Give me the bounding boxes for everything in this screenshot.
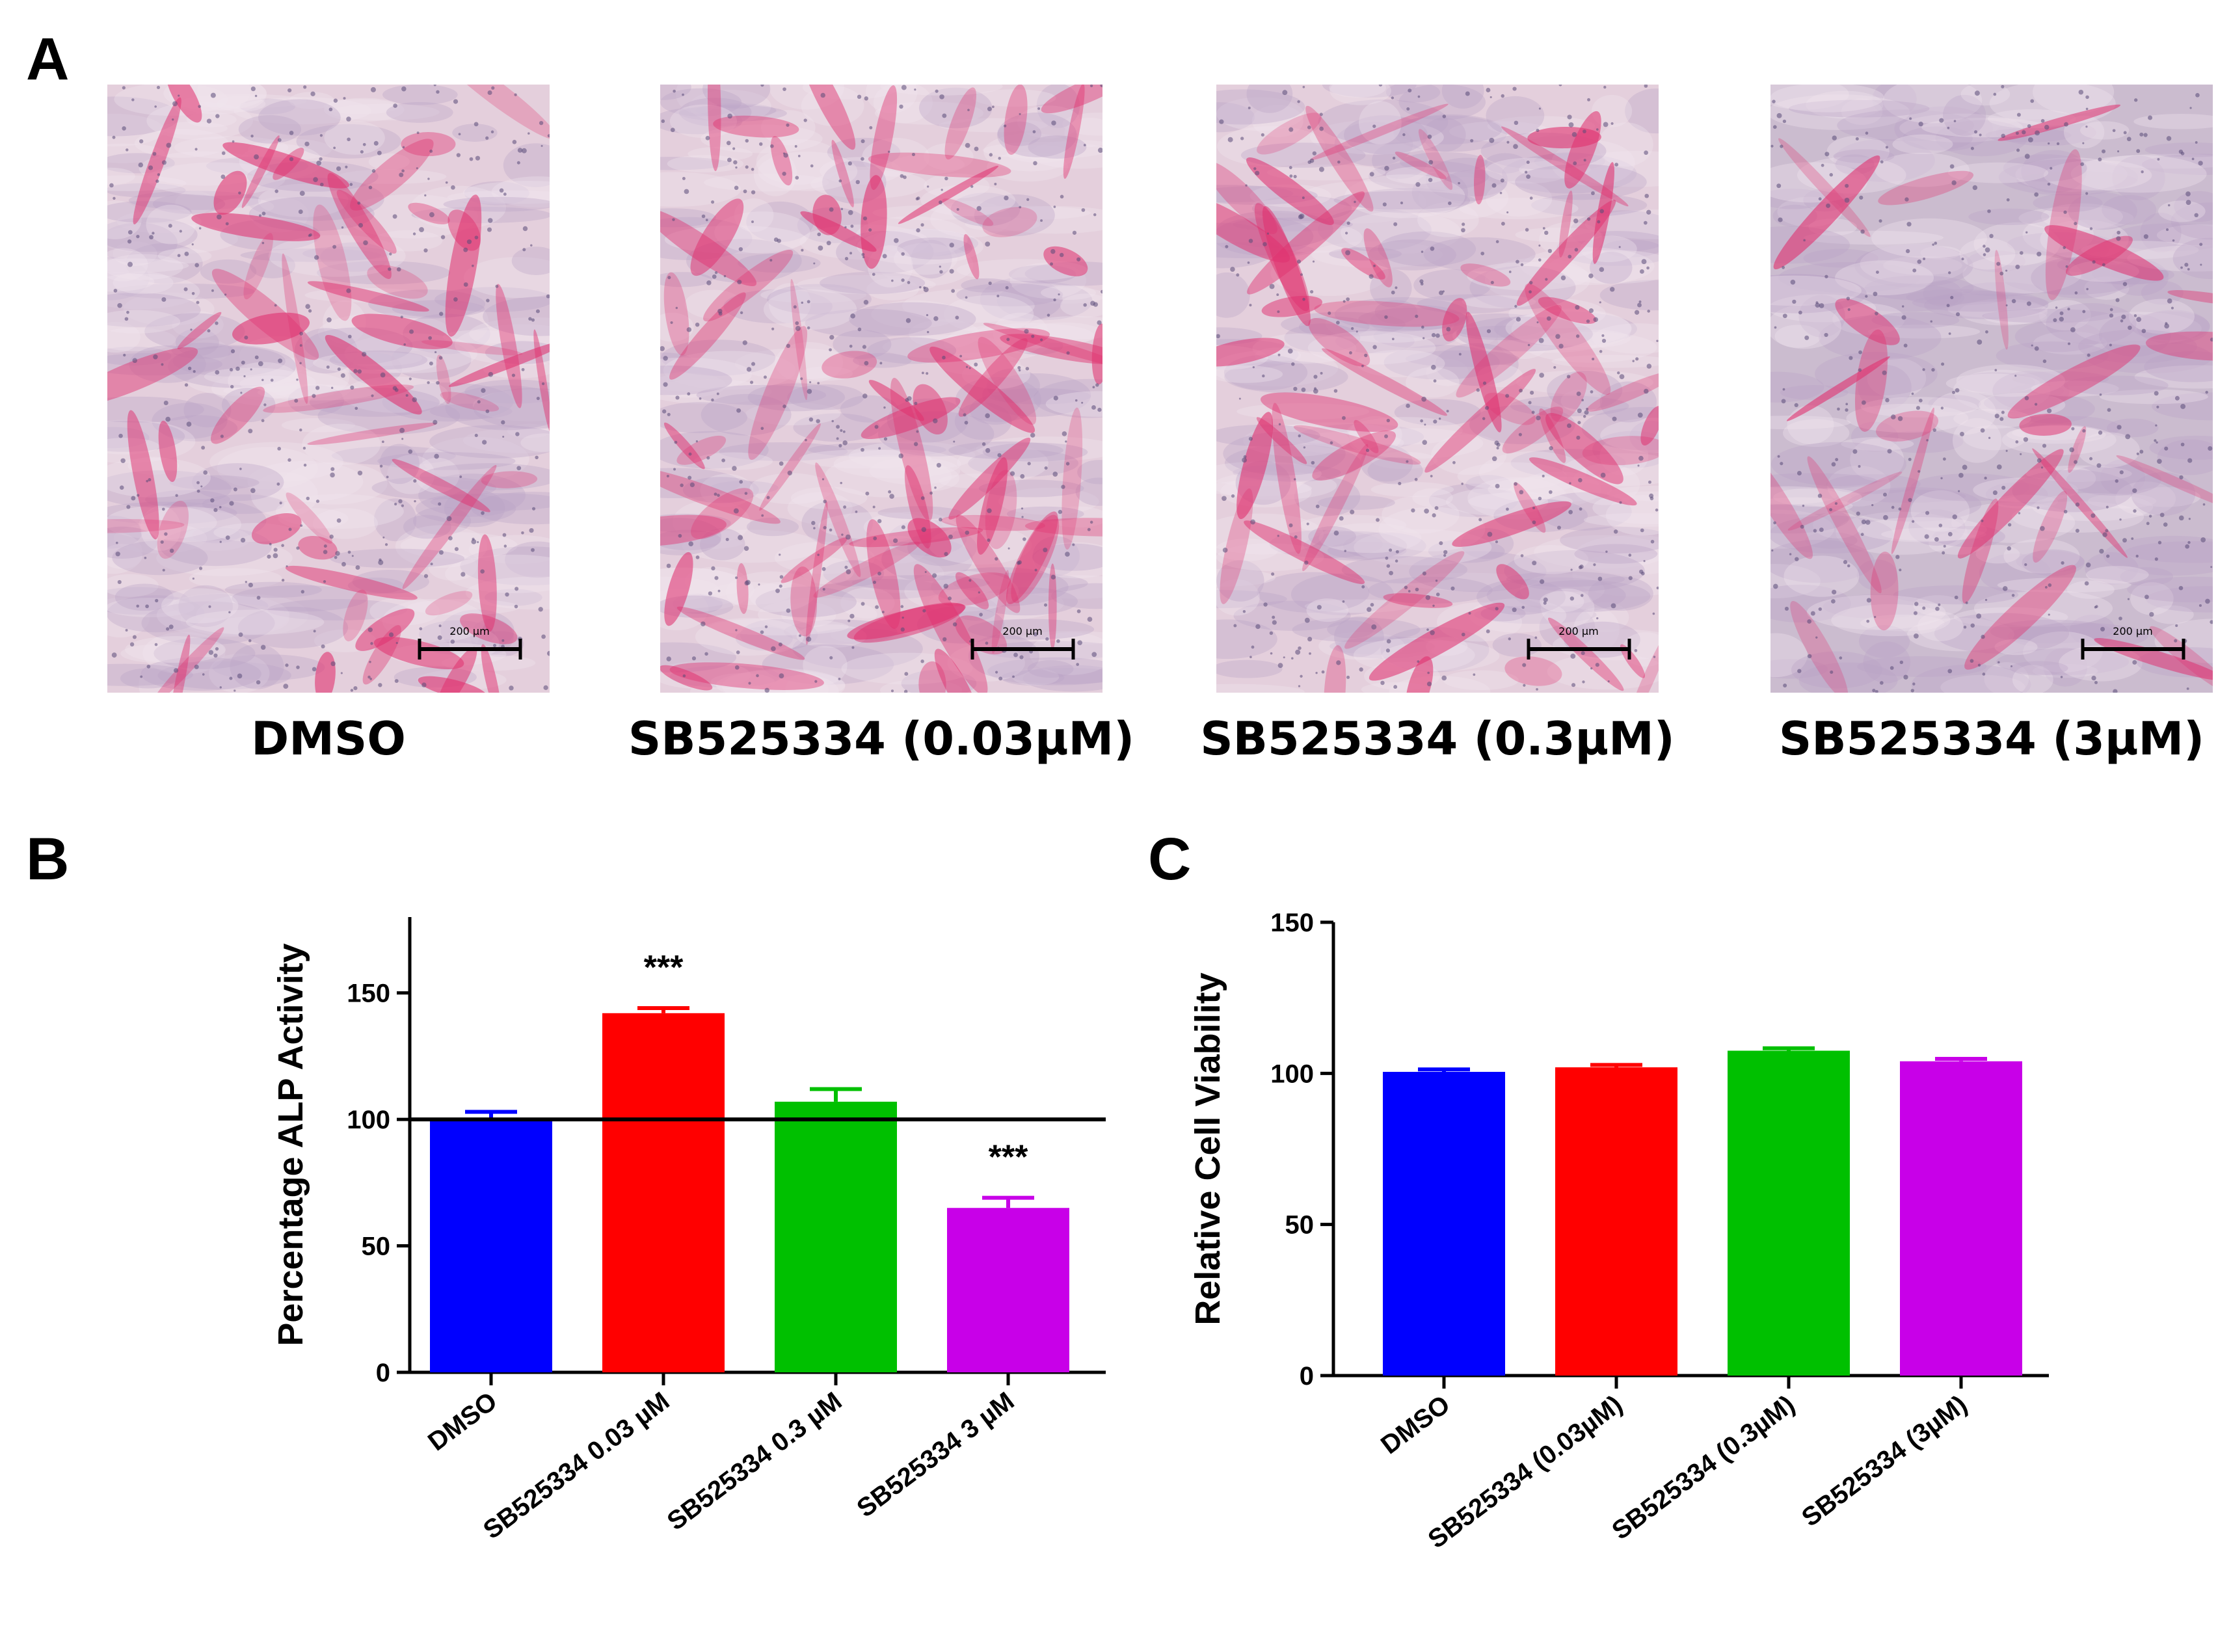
y-axis-label: Relative Cell Viability <box>1188 972 1227 1325</box>
y-axis-label: Percentage ALP Activity <box>271 943 310 1346</box>
bar <box>1555 1067 1677 1376</box>
y-tick-label: 100 <box>1270 1059 1314 1088</box>
scale-bar: 200 µm <box>418 625 522 659</box>
significance-marker: *** <box>644 949 684 987</box>
micrograph-label: SB525334 (0.03µM) <box>628 712 1135 766</box>
micrograph-label: SB525334 (3µM) <box>1778 712 2205 766</box>
x-tick-label: SB525334 (3µM) <box>1797 1390 1972 1532</box>
x-tick-label: DMSO <box>1376 1390 1455 1459</box>
scale-bar: 200 µm <box>2081 625 2185 659</box>
micrograph-image: 200 µm <box>1216 85 1659 693</box>
bar <box>1900 1061 2022 1376</box>
x-tick-label: SB525334 (0.03µM) <box>1423 1390 1628 1554</box>
y-tick-label: 150 <box>347 979 390 1008</box>
significance-marker: *** <box>989 1139 1028 1177</box>
panel-b-letter: B <box>26 826 70 892</box>
scale-bar: 200 µm <box>970 625 1075 659</box>
micrograph-label: SB525334 (0.3µM) <box>1200 712 1675 766</box>
bar <box>1728 1050 1850 1376</box>
bar <box>775 1101 897 1372</box>
micrograph-image: 200 µm <box>107 85 550 693</box>
micrograph-label: DMSO <box>251 712 406 766</box>
x-tick-label: SB525334 0.03 µM <box>478 1387 675 1545</box>
x-tick-label: SB525334 0.3 µM <box>662 1387 848 1536</box>
micrograph-image: 200 µm <box>1770 85 2213 693</box>
y-tick-label: 0 <box>1300 1362 1314 1391</box>
chart-b: 0 50 100 150 Percentage ALP Activity DMSO SB52… <box>215 865 1125 1652</box>
bar <box>1383 1072 1505 1376</box>
x-tick-label: DMSO <box>423 1387 502 1456</box>
y-tick-label: 0 <box>376 1359 390 1387</box>
bar <box>602 1013 725 1372</box>
x-tick-label: SB525334 3 µM <box>851 1387 1019 1523</box>
micrograph-3: 200 µm <box>1216 85 1659 693</box>
bar <box>947 1208 1069 1372</box>
scale-bar-label: 200 µm <box>1002 625 1042 637</box>
micrograph-2: 200 µm <box>660 85 1102 693</box>
y-tick-label: 50 <box>1285 1211 1315 1240</box>
micrograph-1: 200 µm <box>107 85 550 693</box>
y-tick-label: 50 <box>362 1232 391 1261</box>
chart-c: 0 50 100 150 Relative Cell Viability DMSO SB52… <box>1188 865 2205 1652</box>
bar <box>430 1119 552 1372</box>
y-tick-label: 150 <box>1270 909 1314 937</box>
scale-bar-label: 200 µm <box>2113 625 2152 637</box>
micrograph-image: 200 µm <box>660 85 1102 693</box>
scale-bar: 200 µm <box>1527 625 1631 659</box>
y-tick-label: 100 <box>347 1106 390 1134</box>
panel-c-letter: C <box>1148 826 1192 892</box>
scale-bar-label: 200 µm <box>449 625 489 637</box>
scale-bar-label: 200 µm <box>1558 625 1598 637</box>
x-tick-label: SB525334 (0.3µM) <box>1607 1390 1800 1545</box>
panel-a-letter: A <box>26 26 70 92</box>
micrograph-4: 200 µm <box>1770 85 2213 693</box>
